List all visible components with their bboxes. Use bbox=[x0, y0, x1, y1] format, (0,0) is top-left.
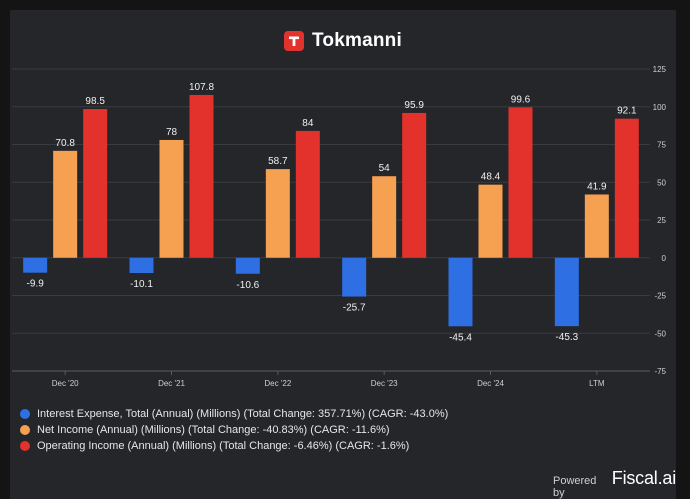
data-label: 92.1 bbox=[617, 106, 637, 117]
y-tick-label: -50 bbox=[654, 329, 666, 338]
bar bbox=[53, 150, 78, 258]
bar bbox=[554, 257, 579, 327]
powered-by[interactable]: Powered by Fiscal.ai bbox=[553, 468, 676, 499]
bar bbox=[189, 94, 214, 258]
bar bbox=[372, 176, 397, 258]
bar bbox=[614, 118, 639, 258]
data-label: -10.6 bbox=[236, 280, 259, 291]
legend-dot-operating-income bbox=[20, 441, 30, 451]
bar bbox=[295, 130, 320, 258]
bar bbox=[402, 112, 427, 258]
data-label: 78 bbox=[166, 127, 178, 138]
x-tick-label: Dec '21 bbox=[158, 379, 185, 388]
y-tick-label: 25 bbox=[657, 216, 666, 225]
data-label: 41.9 bbox=[587, 181, 607, 192]
legend-label-interest-expense: Interest Expense, Total (Annual) (Millio… bbox=[37, 408, 449, 420]
bar-chart: 125 100 75 50 25 0 -25 -50 -75 Dec '20 -9.9 70.8 98.… bbox=[12, 65, 667, 388]
data-label: 48.4 bbox=[481, 172, 501, 183]
fiscal-ai-logo: Fiscal.ai bbox=[611, 468, 676, 488]
y-tick-label: -25 bbox=[654, 292, 666, 301]
data-label: 54 bbox=[379, 163, 391, 174]
data-label: 84 bbox=[302, 118, 314, 129]
chart-panel: Tokmanni 125 100 75 50 25 0 -25 -50 -75 Dec '20 -9… bbox=[10, 10, 676, 499]
x-tick-label: Dec '23 bbox=[371, 379, 398, 388]
data-label: 58.7 bbox=[268, 156, 288, 167]
chart-header: Tokmanni bbox=[10, 28, 676, 54]
x-tick-label: Dec '20 bbox=[52, 379, 79, 388]
y-tick-label: 50 bbox=[657, 178, 666, 187]
bar bbox=[448, 257, 473, 327]
bar bbox=[129, 257, 154, 274]
data-label: -25.7 bbox=[343, 303, 366, 314]
y-tick-label: 75 bbox=[657, 141, 666, 150]
bar bbox=[83, 109, 108, 258]
legend-dot-interest-expense bbox=[20, 409, 30, 419]
bar bbox=[159, 139, 184, 258]
data-label: -45.3 bbox=[555, 332, 578, 343]
legend-item-net-income[interactable]: Net Income (Annual) (Millions) (Total Ch… bbox=[20, 422, 660, 438]
data-label: -9.9 bbox=[27, 279, 45, 290]
data-label: 99.6 bbox=[511, 94, 531, 105]
x-tick-label: Dec '22 bbox=[264, 379, 291, 388]
data-label: 70.8 bbox=[55, 138, 75, 149]
y-tick-label: 0 bbox=[662, 254, 667, 263]
bar bbox=[265, 169, 290, 258]
legend-label-operating-income: Operating Income (Annual) (Millions) (To… bbox=[37, 440, 410, 452]
chart-title: Tokmanni bbox=[312, 30, 402, 51]
legend-item-operating-income[interactable]: Operating Income (Annual) (Millions) (To… bbox=[20, 438, 660, 454]
y-tick-label: 125 bbox=[653, 65, 667, 74]
legend-dot-net-income bbox=[20, 425, 30, 435]
data-label: 107.8 bbox=[189, 82, 214, 93]
legend: Interest Expense, Total (Annual) (Millio… bbox=[20, 406, 660, 454]
x-tick-label: Dec '24 bbox=[477, 379, 504, 388]
powered-by-label: Powered by bbox=[553, 475, 597, 499]
bar bbox=[23, 257, 48, 273]
data-label: 98.5 bbox=[85, 96, 105, 107]
tokmanni-logo bbox=[284, 31, 305, 51]
y-tick-label: -75 bbox=[654, 367, 666, 376]
data-label: 95.9 bbox=[404, 100, 424, 111]
legend-item-interest-expense[interactable]: Interest Expense, Total (Annual) (Millio… bbox=[20, 406, 660, 422]
data-label: -45.4 bbox=[449, 332, 472, 343]
legend-label-net-income: Net Income (Annual) (Millions) (Total Ch… bbox=[37, 424, 390, 436]
bar bbox=[235, 257, 260, 274]
bar bbox=[508, 107, 533, 258]
data-label: -10.1 bbox=[130, 279, 153, 290]
x-tick-label: LTM bbox=[589, 379, 605, 388]
bar bbox=[478, 184, 503, 258]
bar bbox=[342, 257, 367, 297]
y-tick-label: 100 bbox=[653, 103, 667, 112]
bar bbox=[584, 194, 609, 258]
logo-t-icon bbox=[289, 36, 300, 46]
